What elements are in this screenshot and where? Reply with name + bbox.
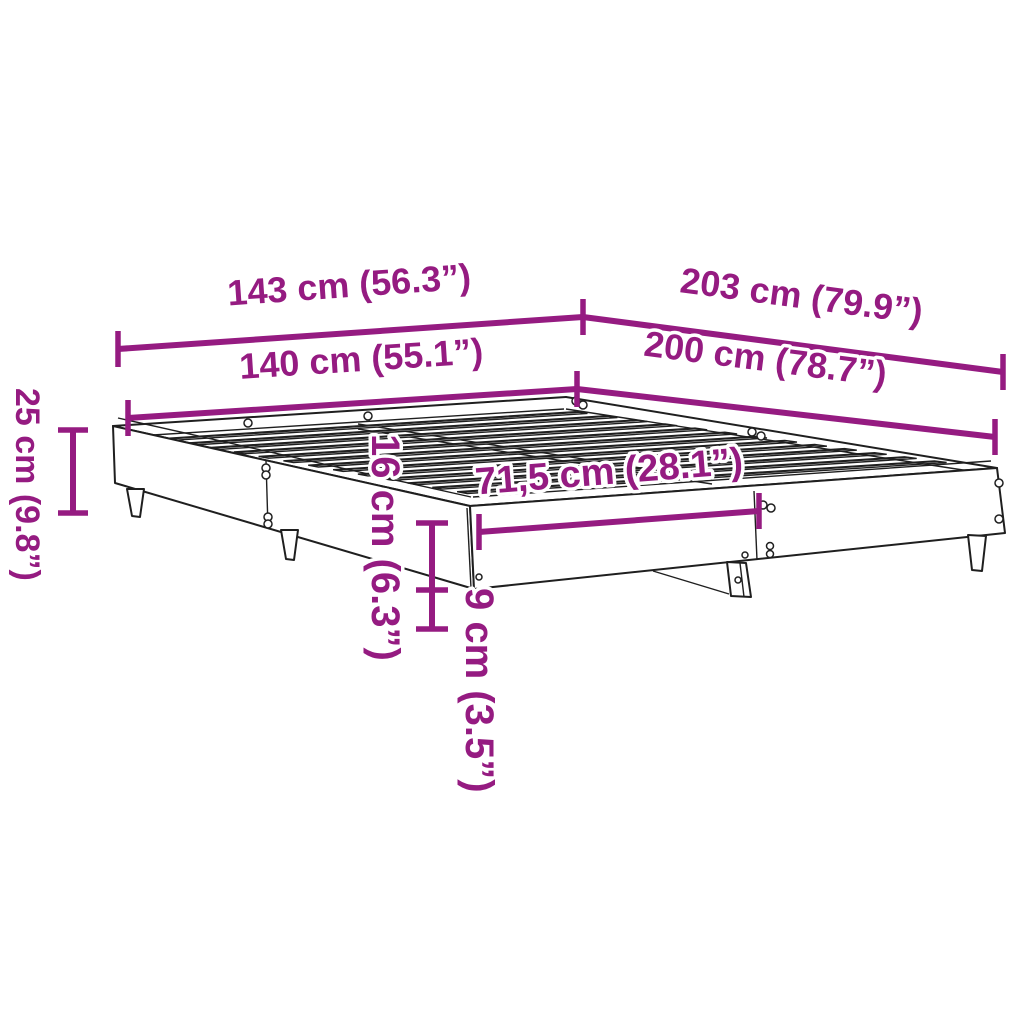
dim-frame-height: 16 cm (6.3”) [360,431,448,664]
dim-label-leg-height: 9 cm (3.5”) [457,588,501,793]
front-right-panel [469,467,1006,590]
slat-top-edge [187,415,610,445]
slat-top-edge [287,432,730,462]
slat-top-edge [336,440,790,471]
slat-top-edge [411,452,880,485]
left-leg [126,488,145,518]
dim-length-inner: 200 cm (78.7”) [576,319,998,455]
dim-label-frame-height: 16 cm (6.3”) [363,434,407,661]
center-leg-brace [652,570,730,595]
slat-top-edge [436,456,910,489]
slat-top-edge [311,436,760,467]
mid-left-leg [280,529,299,561]
dim-height-total: 25 cm (9.8”) [5,385,88,584]
slat-top-edge [163,411,580,440]
slat-top-edge [460,461,940,493]
dim-label-width-outer: 143 cm (56.3”) [226,256,472,314]
front-right-panel-seam [753,490,758,561]
top-rim-inner [117,408,992,498]
near-corner-edge [466,507,472,589]
bed-drawing [112,396,1006,598]
right-leg [967,534,987,572]
screw-holes [243,396,1004,584]
dim-label-height-total: 25 cm (9.8”) [8,388,46,581]
slat-top-edge [361,444,820,476]
dim-leg-height: 9 cm (3.5”) [416,585,505,796]
slat-top-edge [237,424,670,454]
dim-label-length-outer: 203 cm (79.9”) [678,259,925,332]
dim-label-length-inner: 200 cm (78.7”) [642,323,889,395]
slat-top-edge [212,420,640,449]
slat-top-edge [386,448,850,480]
slat-top-edge [262,428,700,458]
